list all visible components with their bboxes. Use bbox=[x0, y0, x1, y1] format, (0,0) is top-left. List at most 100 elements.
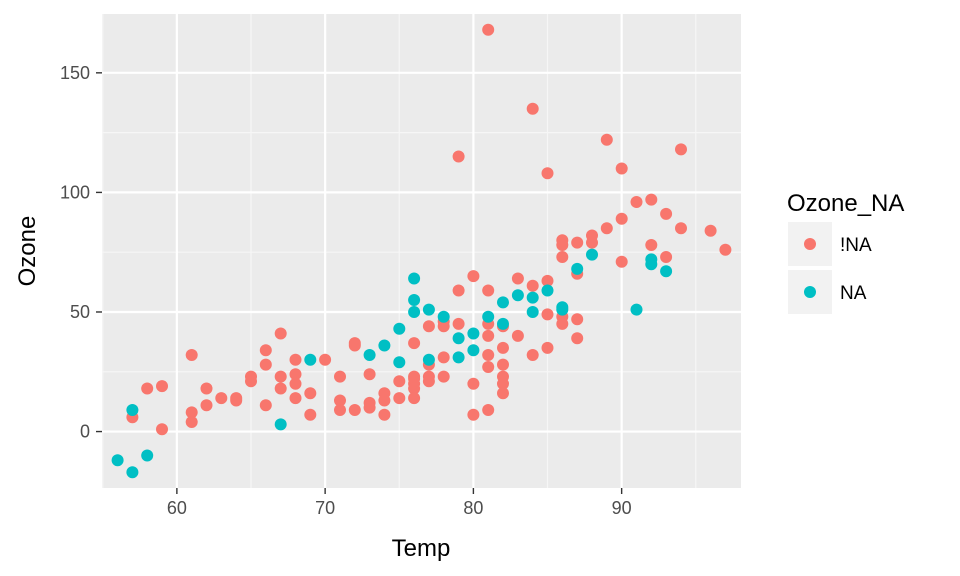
minor-gridlines bbox=[102, 14, 741, 488]
data-point-na-excl bbox=[363, 368, 376, 381]
data-point-na-excl bbox=[274, 327, 287, 340]
data-point-na-excl bbox=[482, 349, 495, 361]
data-point-na bbox=[660, 265, 673, 278]
data-point-na-excl bbox=[467, 270, 480, 283]
data-point-na bbox=[408, 294, 421, 306]
data-point-na-excl bbox=[274, 370, 287, 383]
data-point-na-excl bbox=[541, 274, 554, 287]
data-point-na-excl bbox=[600, 133, 613, 146]
data-point-na-excl bbox=[482, 361, 495, 373]
data-point-na-excl bbox=[630, 196, 643, 208]
data-point-na-excl bbox=[645, 193, 658, 206]
data-point-na-excl bbox=[660, 207, 673, 220]
data-point-na bbox=[452, 332, 465, 345]
data-point-na-excl bbox=[185, 416, 198, 428]
y-axis-title: Ozone bbox=[14, 216, 41, 287]
data-point-na-excl bbox=[452, 284, 465, 297]
data-point-na-excl bbox=[526, 279, 539, 292]
data-point-na-excl bbox=[304, 408, 317, 421]
data-point-na-excl bbox=[511, 272, 524, 285]
data-point-na-excl bbox=[422, 375, 435, 388]
data-point-na-excl bbox=[348, 404, 361, 416]
data-point-na-excl bbox=[141, 382, 154, 395]
data-point-na-excl bbox=[200, 399, 213, 412]
data-point-na-excl bbox=[393, 375, 406, 388]
data-point-na-excl bbox=[378, 408, 391, 421]
data-point-na bbox=[586, 248, 598, 261]
data-point-na-excl bbox=[571, 236, 584, 249]
data-point-na bbox=[645, 258, 658, 271]
x-axis-title: Temp bbox=[392, 535, 451, 562]
data-point-na-excl bbox=[245, 370, 257, 383]
data-point-na bbox=[437, 310, 450, 323]
data-point-na-excl bbox=[497, 341, 509, 354]
data-point-na bbox=[111, 454, 124, 467]
data-point-na-excl bbox=[482, 284, 495, 297]
x-tick-label: 90 bbox=[612, 498, 632, 518]
data-point-na-excl bbox=[259, 399, 272, 412]
data-point-na-excl bbox=[615, 162, 628, 175]
legend-label-na: NA bbox=[840, 283, 867, 304]
data-point-na-excl bbox=[526, 102, 539, 115]
data-point-na bbox=[497, 296, 509, 309]
data-point-na bbox=[467, 327, 480, 340]
data-point-na-excl bbox=[363, 401, 376, 414]
data-point-na bbox=[126, 404, 139, 416]
data-point-na-excl bbox=[704, 224, 717, 237]
y-tick-label: 150 bbox=[60, 63, 90, 83]
data-point-na-excl bbox=[304, 387, 317, 400]
data-point-na-excl bbox=[615, 212, 628, 225]
data-point-na-excl bbox=[675, 222, 687, 235]
data-point-na-excl bbox=[497, 358, 509, 371]
data-point-na-excl bbox=[319, 353, 332, 366]
legend: Ozone_NA !NA NA bbox=[787, 190, 904, 314]
data-point-na-excl bbox=[541, 341, 554, 354]
data-points bbox=[111, 23, 732, 479]
data-point-na-excl bbox=[289, 377, 302, 390]
data-point-na-excl bbox=[393, 392, 406, 405]
data-point-na-excl bbox=[156, 423, 168, 436]
data-point-na-excl bbox=[497, 387, 509, 400]
data-point-na-excl bbox=[452, 317, 465, 330]
data-point-na bbox=[630, 303, 643, 316]
data-point-na-excl bbox=[230, 392, 243, 405]
data-point-na-excl bbox=[541, 308, 554, 321]
data-point-na-excl bbox=[437, 370, 450, 383]
data-point-na-excl bbox=[556, 317, 569, 330]
data-point-na-excl bbox=[600, 222, 613, 235]
data-point-na-excl bbox=[289, 368, 302, 381]
data-point-na-excl bbox=[437, 320, 450, 333]
data-point-na-excl bbox=[422, 320, 435, 333]
legend-marker-na bbox=[804, 286, 816, 298]
data-point-na-excl bbox=[556, 239, 569, 251]
data-point-na-excl bbox=[675, 143, 687, 156]
data-point-na-excl bbox=[156, 380, 168, 393]
data-point-na bbox=[467, 344, 480, 357]
data-point-na-excl bbox=[259, 358, 272, 371]
data-point-na bbox=[274, 418, 287, 431]
data-point-na bbox=[452, 351, 465, 364]
data-point-na bbox=[393, 322, 406, 335]
data-point-na bbox=[482, 310, 495, 323]
data-point-na-excl bbox=[200, 382, 213, 395]
x-tick-label: 70 bbox=[315, 498, 335, 518]
y-tick-label: 50 bbox=[70, 302, 90, 322]
data-point-na bbox=[422, 353, 435, 366]
data-point-na bbox=[526, 291, 539, 304]
data-point-na-excl bbox=[556, 251, 569, 263]
y-tick-label: 0 bbox=[80, 422, 90, 442]
data-point-na-excl bbox=[645, 239, 658, 251]
data-point-na bbox=[511, 289, 524, 302]
plot-panel bbox=[102, 14, 741, 488]
data-point-na-excl bbox=[719, 243, 732, 256]
data-point-na bbox=[126, 466, 139, 479]
data-point-na bbox=[393, 356, 406, 369]
y-tick-label: 100 bbox=[60, 182, 90, 202]
data-point-na bbox=[571, 262, 584, 275]
data-point-na-excl bbox=[660, 251, 673, 263]
data-point-na bbox=[408, 306, 421, 318]
data-point-na-excl bbox=[467, 408, 480, 421]
legend-marker-na-excl bbox=[804, 238, 816, 250]
data-point-na-excl bbox=[511, 329, 524, 342]
data-point-na-excl bbox=[289, 353, 302, 366]
